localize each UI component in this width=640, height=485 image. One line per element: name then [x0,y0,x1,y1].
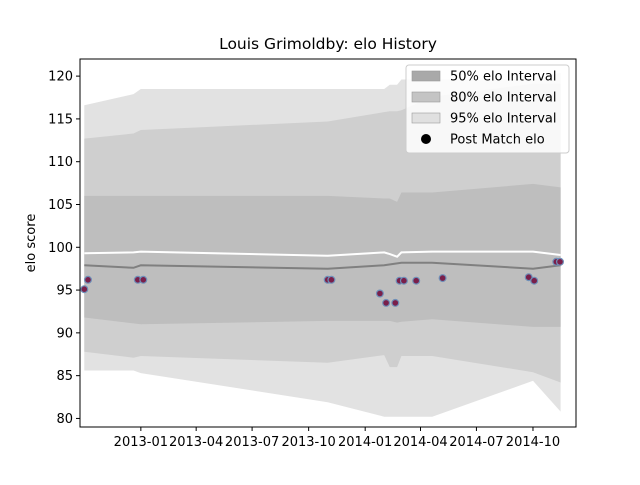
y-tick-label: 95 [56,284,73,299]
x-tick-label: 2014-01 [338,435,392,450]
y-tick-label: 110 [48,155,73,170]
y-tick-label: 100 [48,241,73,256]
x-tick-label: 2014-07 [449,435,503,450]
mean-line [84,250,561,258]
post-match-elo-point [80,285,89,294]
legend-marker [421,134,431,144]
post-match-elo-point [139,275,148,284]
y-tick-label: 115 [48,112,73,127]
legend-label: 50% elo Interval [450,70,557,85]
post-match-elo-point [382,298,391,307]
legend-label: 80% elo Interval [450,91,557,106]
post-match-elo-point [391,298,400,307]
y-tick-label: 120 [48,70,73,85]
post-match-elo-point [399,276,408,285]
post-match-elo-point [83,275,92,284]
x-tick-label: 2013-10 [281,435,335,450]
x-tick-label: 2014-10 [506,435,560,450]
y-tick-label: 105 [48,198,73,213]
legend-swatch [411,70,441,82]
post-match-elo-point [530,276,539,285]
post-match-elo-point [375,289,384,298]
y-tick-label: 80 [56,412,73,427]
legend-swatch [411,91,441,103]
legend-label: 95% elo Interval [450,112,557,127]
axes-frame [79,58,577,428]
post-match-elo-point [438,274,447,283]
chart-title: Louis Grimoldby: elo History [219,35,437,53]
post-match-elo-point [524,273,533,282]
x-tick-label: 2013-04 [169,435,223,450]
median-line [84,261,561,270]
post-match-elo-point [412,276,421,285]
legend: 50% elo Interval 80% elo Interval 95% elo … [405,64,570,154]
post-match-elo-point [327,275,336,284]
x-tick-label: 2013-07 [225,435,279,450]
y-tick-label: 85 [56,369,73,384]
post-match-elo-point [555,257,564,266]
y-axis-label: elo score [24,214,39,273]
legend-label: Post Match elo [450,133,545,148]
x-tick-label: 2014-04 [393,435,447,450]
legend-box [405,64,570,154]
legend-swatch [411,112,441,124]
plot-area [80,72,564,417]
y-tick-label: 90 [56,326,73,341]
x-tick-label: 2013-01 [114,435,168,450]
